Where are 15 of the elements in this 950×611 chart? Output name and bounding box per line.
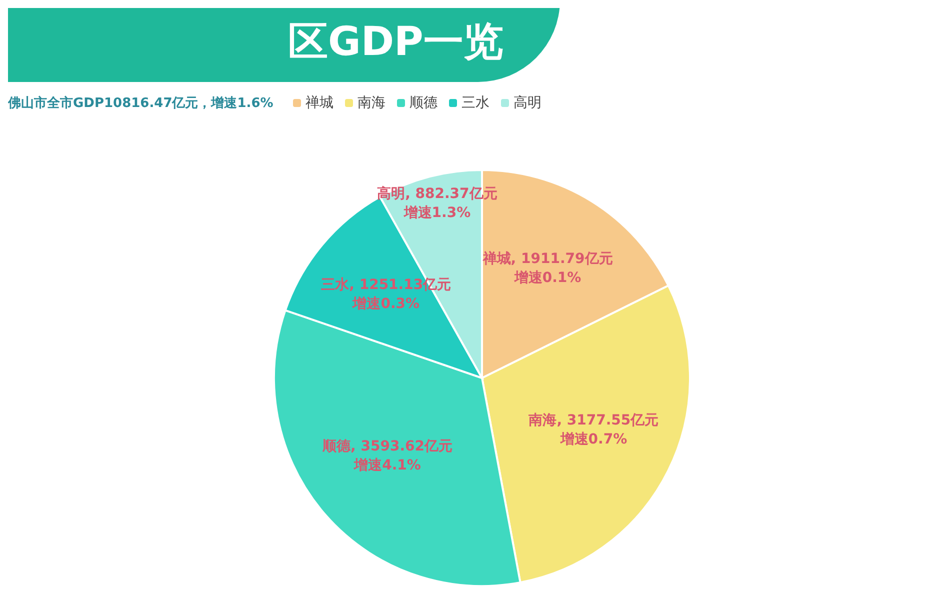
legend-label: 高明 bbox=[512, 94, 542, 112]
text: 佛山市全市GDP10816.47亿元，增速1.6% bbox=[8, 94, 274, 112]
legend-label: 三水 bbox=[460, 94, 490, 112]
legend-label: 顺德 bbox=[408, 94, 438, 112]
text: 增速0.3% bbox=[352, 296, 420, 312]
data-label: 顺德, 3593.62亿元 bbox=[322, 438, 453, 455]
legend-label: 南海 bbox=[356, 94, 386, 112]
chart-title: 区GDP一览 bbox=[288, 18, 504, 67]
text: 增速1.3% bbox=[402, 204, 471, 221]
data-label: 南海, 3177.55亿元 bbox=[528, 412, 659, 429]
text: 增速0.1% bbox=[513, 270, 582, 286]
text: 增速0.7% bbox=[559, 432, 628, 448]
legend-label: 禅城 bbox=[304, 94, 334, 112]
data-label: 三水, 1251.13亿元 bbox=[321, 277, 452, 294]
text: 增速4.1% bbox=[353, 458, 421, 474]
